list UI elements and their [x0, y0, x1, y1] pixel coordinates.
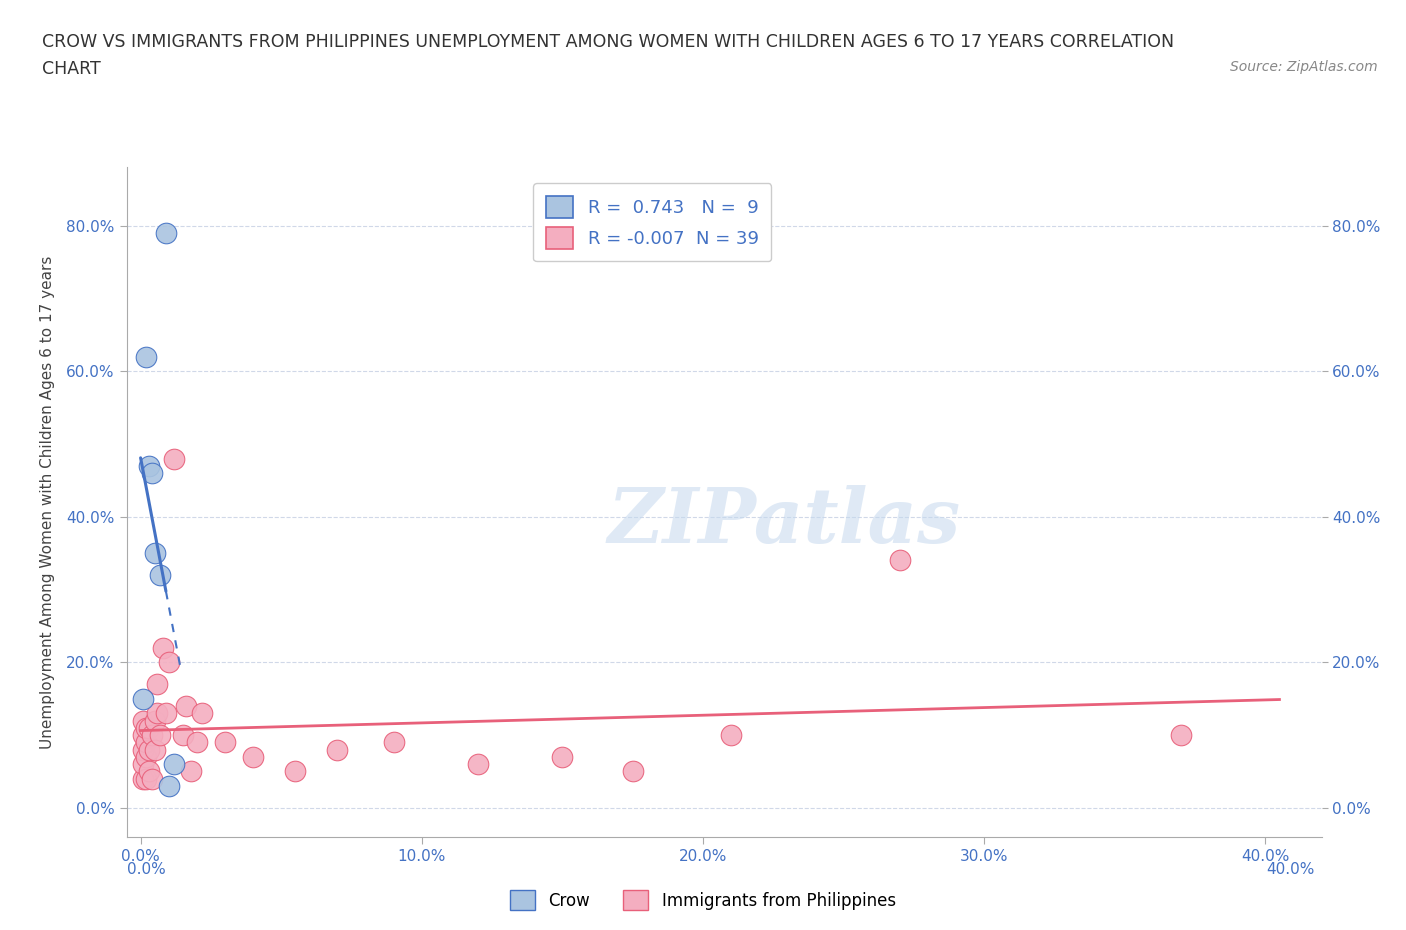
- Point: [135, 750, 157, 764]
- Point: [186, 735, 208, 750]
- Point: [174, 698, 197, 713]
- Legend: R =  0.743   N =  9, R = -0.007  N = 39: R = 0.743 N = 9, R = -0.007 N = 39: [533, 183, 772, 261]
- Point: [141, 727, 163, 742]
- Point: [720, 727, 742, 742]
- Text: Source: ZipAtlas.com: Source: ZipAtlas.com: [1230, 60, 1378, 74]
- Text: 0.0%: 0.0%: [127, 862, 166, 877]
- Point: [132, 691, 155, 706]
- Point: [149, 567, 172, 582]
- Point: [1170, 727, 1192, 742]
- Point: [163, 757, 186, 772]
- Point: [155, 706, 177, 721]
- Point: [621, 764, 644, 779]
- Point: [138, 742, 160, 757]
- Point: [172, 727, 194, 742]
- Point: [551, 750, 574, 764]
- Point: [467, 757, 489, 772]
- Point: [214, 735, 236, 750]
- Point: [132, 742, 155, 757]
- Point: [135, 721, 157, 736]
- Text: 40.0%: 40.0%: [1267, 862, 1315, 877]
- Point: [143, 742, 166, 757]
- Point: [143, 546, 166, 561]
- Point: [141, 771, 163, 786]
- Text: CROW VS IMMIGRANTS FROM PHILIPPINES UNEMPLOYMENT AMONG WOMEN WITH CHILDREN AGES : CROW VS IMMIGRANTS FROM PHILIPPINES UNEM…: [42, 33, 1174, 50]
- Point: [889, 553, 911, 568]
- Point: [157, 778, 180, 793]
- Point: [143, 713, 166, 728]
- Point: [146, 677, 169, 692]
- Point: [242, 750, 264, 764]
- Point: [382, 735, 405, 750]
- Legend: Crow, Immigrants from Philippines: Crow, Immigrants from Philippines: [503, 884, 903, 917]
- Point: [132, 757, 155, 772]
- Point: [132, 713, 155, 728]
- Text: CHART: CHART: [42, 60, 101, 78]
- Point: [135, 735, 157, 750]
- Point: [155, 225, 177, 240]
- Point: [152, 641, 174, 656]
- Point: [146, 706, 169, 721]
- Point: [191, 706, 214, 721]
- Point: [132, 727, 155, 742]
- Point: [284, 764, 307, 779]
- Point: [163, 451, 186, 466]
- Point: [138, 764, 160, 779]
- Point: [157, 655, 180, 670]
- Point: [138, 458, 160, 473]
- Y-axis label: Unemployment Among Women with Children Ages 6 to 17 years: Unemployment Among Women with Children A…: [41, 256, 55, 749]
- Point: [180, 764, 202, 779]
- Point: [326, 742, 349, 757]
- Text: ZIPatlas: ZIPatlas: [607, 485, 960, 559]
- Point: [135, 349, 157, 364]
- Point: [132, 771, 155, 786]
- Point: [149, 727, 172, 742]
- Point: [135, 771, 157, 786]
- Point: [138, 721, 160, 736]
- Point: [141, 466, 163, 481]
